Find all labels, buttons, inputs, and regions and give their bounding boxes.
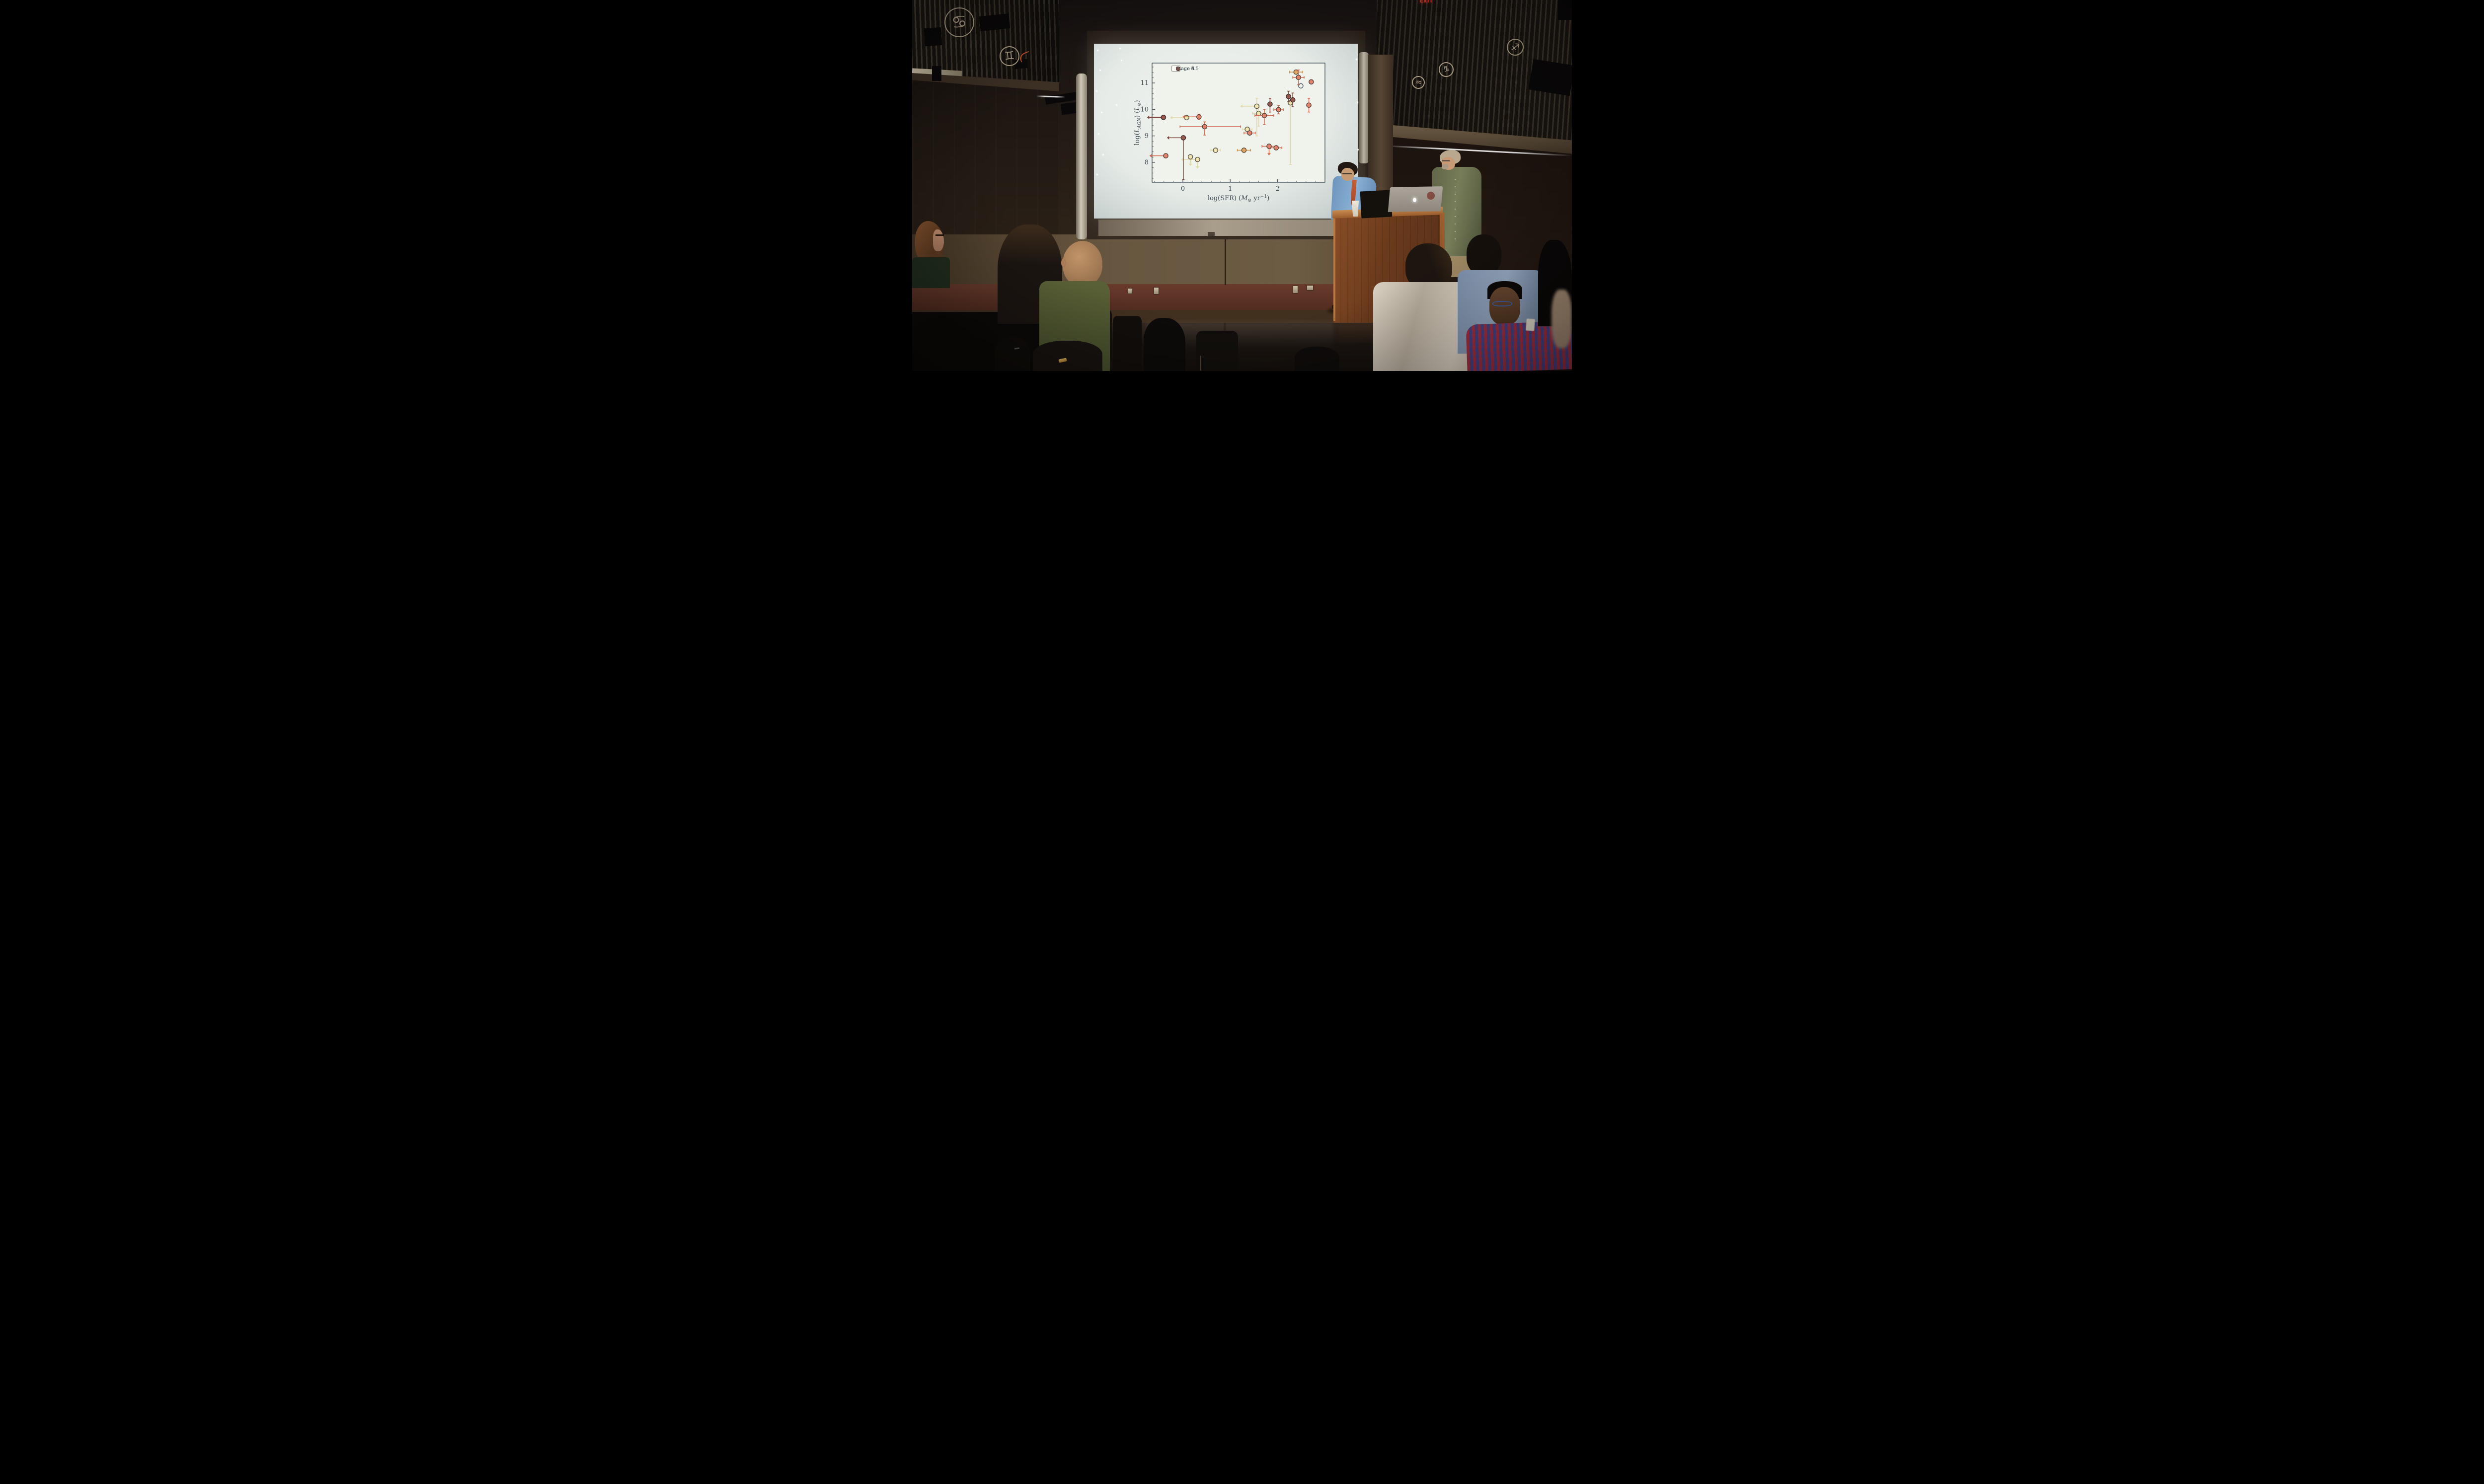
legend-label: Stage 4 bbox=[1176, 66, 1194, 72]
legend-label: Stage 4.5 bbox=[1176, 66, 1199, 72]
presenter2-shirt-buttons bbox=[1455, 179, 1456, 239]
screen-dust-speck bbox=[1096, 174, 1098, 175]
screen-dust-speck bbox=[1102, 154, 1104, 155]
screen-dust-speck bbox=[1116, 104, 1117, 106]
presenter2-glasses bbox=[1442, 160, 1450, 161]
svg-text:2: 2 bbox=[1276, 185, 1280, 193]
presenter1-face bbox=[1341, 168, 1354, 181]
laptop-monitor bbox=[1360, 190, 1393, 219]
legend-label: Stage 6 bbox=[1176, 66, 1194, 72]
white-column-left bbox=[1076, 74, 1087, 239]
screen-dust-speck bbox=[1357, 149, 1359, 150]
speaker-box-icon bbox=[1558, 0, 1572, 20]
power-outlet bbox=[1128, 288, 1132, 294]
svg-text:log(SFR) (M⊙ yr−1): log(SFR) (M ⊙ yr −1) bbox=[1208, 194, 1269, 203]
screen-dust-speck bbox=[1356, 59, 1357, 60]
white-cup bbox=[1526, 318, 1535, 331]
screen-dust-speck bbox=[1121, 60, 1122, 61]
screen-dust-speck bbox=[1097, 50, 1098, 51]
power-outlet bbox=[1154, 287, 1159, 295]
exit-sign: EXIT bbox=[1420, 0, 1433, 4]
speaker-box-icon bbox=[932, 66, 941, 81]
projection-screen: 0 1 2 8 9 10 11 log(SFR) (M ⊙ yr −1) log(LAGN) (L⊙… bbox=[1094, 44, 1362, 219]
screen-dust-speck bbox=[1119, 48, 1121, 49]
svg-text:11: 11 bbox=[1140, 79, 1149, 87]
sagittarius-zodiac-icon: ♐ bbox=[1506, 38, 1525, 57]
audience-bald-head bbox=[1063, 241, 1102, 287]
whiteboard-tray bbox=[1098, 236, 1354, 238]
capricorn-zodiac-icon: ♑ bbox=[1438, 61, 1455, 78]
podium-edge-highlight bbox=[1333, 215, 1335, 321]
audience-head bbox=[1467, 234, 1501, 275]
power-outlet bbox=[1293, 286, 1298, 294]
audience-woman-shoulder bbox=[912, 257, 950, 288]
whiteboard-eraser bbox=[1208, 232, 1215, 236]
auditorium-photo: EXIT ♋ ♊ ♒ ♑ ♐ 0 1 2 8 9 10 11 log(SFR) (M ⊙ yr −1) lo… bbox=[912, 0, 1572, 371]
chair bbox=[1196, 331, 1238, 371]
presenter1-glasses bbox=[1342, 173, 1352, 174]
apple-logo-icon bbox=[1413, 198, 1416, 202]
power-outlet bbox=[1307, 285, 1314, 291]
audience-head bbox=[1295, 347, 1339, 371]
series-stage-5 bbox=[1149, 70, 1314, 158]
audience-blurred-figure bbox=[1552, 290, 1572, 348]
laptop-sticker bbox=[1427, 192, 1435, 200]
audience-head bbox=[912, 316, 998, 371]
svg-text:8: 8 bbox=[1145, 159, 1149, 166]
audience-blue-glasses bbox=[1492, 301, 1512, 306]
series-stage-3 bbox=[1298, 83, 1304, 89]
audience-head bbox=[1033, 341, 1102, 371]
audience-woman-face bbox=[933, 229, 944, 251]
chair-leg bbox=[1200, 356, 1201, 371]
svg-text:10: 10 bbox=[1140, 106, 1149, 113]
svg-text:1: 1 bbox=[1228, 185, 1232, 193]
white-column-right bbox=[1359, 52, 1369, 163]
audience-head bbox=[995, 337, 1030, 371]
audience-woman-glasses bbox=[935, 234, 944, 236]
svg-text:log(LAGN) (L⊙): log(LAGN) (L⊙) bbox=[1134, 100, 1142, 145]
chair bbox=[1113, 316, 1142, 371]
screen-dust-speck bbox=[1099, 70, 1101, 71]
wall-conduit bbox=[1225, 219, 1226, 285]
gemini-zodiac-icon: ♊ bbox=[999, 45, 1020, 67]
legend-marker-icon bbox=[1176, 66, 1180, 71]
presenter2-beard bbox=[1442, 164, 1448, 169]
coffee-cup bbox=[1351, 201, 1359, 217]
series-stage-4.5 bbox=[1237, 69, 1303, 153]
screen-dust-speck bbox=[1357, 102, 1358, 103]
screen-dust-speck bbox=[1096, 90, 1097, 92]
audience-ear bbox=[1061, 258, 1066, 267]
screen-dust-speck bbox=[1098, 133, 1099, 135]
legend-label: Stage 3 bbox=[1176, 66, 1194, 72]
agn-vs-sfr-chart: 0 1 2 8 9 10 11 log(SFR) (M ⊙ yr −1) log(LAGN) (L⊙… bbox=[1134, 63, 1325, 203]
chart-legend: Stage 3 Stage 4 Stage 4.5 Stage 5 Stage 6 bbox=[1171, 66, 1199, 72]
svg-text:9: 9 bbox=[1145, 133, 1149, 140]
audience-head bbox=[1144, 318, 1185, 371]
svg-text:0: 0 bbox=[1181, 185, 1185, 193]
legend-label: Stage 5 bbox=[1176, 66, 1194, 72]
aquarius-zodiac-icon: ♒ bbox=[1411, 75, 1426, 90]
whiteboard bbox=[1098, 220, 1354, 237]
screen-dust-speck bbox=[1101, 112, 1102, 113]
cancer-zodiac-icon: ♋ bbox=[942, 5, 976, 39]
series-stage-6 bbox=[1147, 90, 1296, 180]
